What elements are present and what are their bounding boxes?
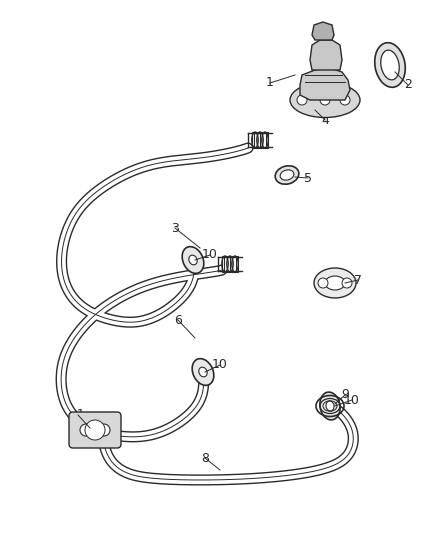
Polygon shape [310, 40, 342, 70]
Ellipse shape [290, 83, 360, 117]
Text: 9: 9 [341, 389, 349, 401]
Ellipse shape [182, 247, 204, 273]
Text: 10: 10 [202, 248, 218, 262]
Circle shape [85, 420, 105, 440]
Ellipse shape [314, 268, 356, 298]
Text: 1: 1 [266, 77, 274, 90]
Ellipse shape [189, 255, 197, 265]
Circle shape [297, 95, 307, 105]
Text: 4: 4 [321, 114, 329, 126]
Text: 5: 5 [304, 172, 312, 184]
Text: 7: 7 [354, 273, 362, 287]
Text: 11: 11 [70, 408, 86, 422]
Text: 6: 6 [174, 313, 182, 327]
Ellipse shape [325, 276, 345, 290]
Circle shape [342, 278, 352, 288]
Circle shape [320, 95, 330, 105]
Text: 10: 10 [212, 359, 228, 372]
Ellipse shape [375, 43, 405, 87]
Text: 8: 8 [201, 451, 209, 464]
Text: 3: 3 [171, 222, 179, 235]
Ellipse shape [280, 170, 294, 180]
Polygon shape [252, 132, 268, 148]
Text: 2: 2 [404, 78, 412, 92]
Ellipse shape [381, 50, 399, 80]
Circle shape [318, 278, 328, 288]
Polygon shape [300, 68, 350, 100]
Polygon shape [222, 256, 238, 272]
Ellipse shape [192, 359, 214, 385]
Text: 10: 10 [344, 393, 360, 407]
Ellipse shape [199, 367, 207, 377]
Circle shape [340, 95, 350, 105]
Ellipse shape [320, 392, 340, 420]
Circle shape [98, 424, 110, 436]
Ellipse shape [275, 166, 299, 184]
Polygon shape [312, 22, 334, 40]
Ellipse shape [326, 401, 334, 411]
FancyBboxPatch shape [69, 412, 121, 448]
Circle shape [80, 424, 92, 436]
